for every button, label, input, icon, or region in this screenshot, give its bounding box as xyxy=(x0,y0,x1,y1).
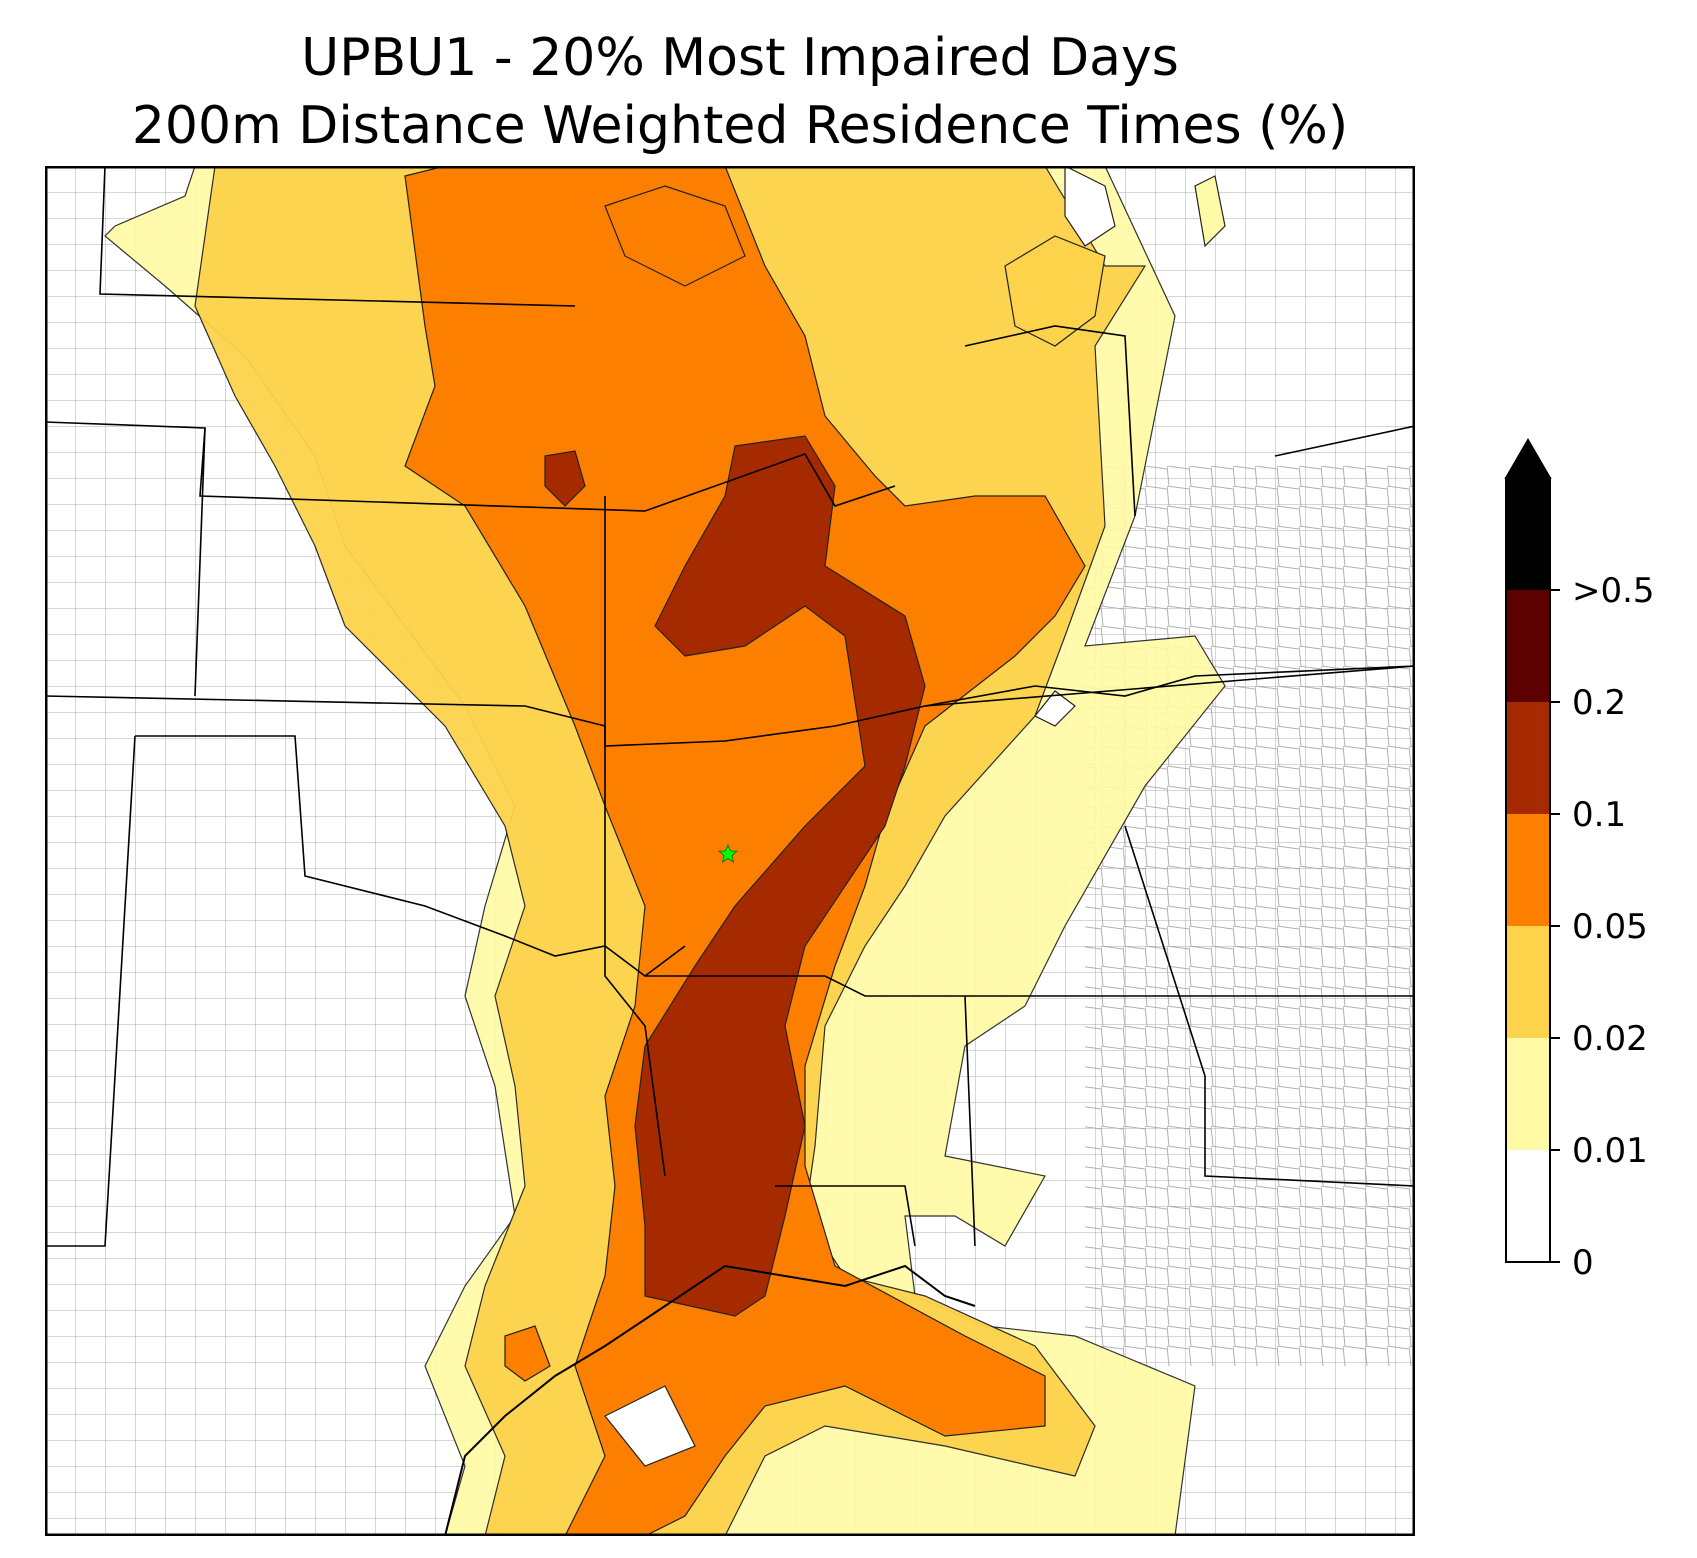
colorbar-segment xyxy=(1506,1038,1550,1150)
colorbar-tick-label: 0.05 xyxy=(1572,907,1648,947)
colorbar-tick-label: >0.5 xyxy=(1572,571,1655,611)
colorbar-segment xyxy=(1506,702,1550,814)
colorbar: 0 0.01 0.02 0.05 0.1 0.2 >0.5 xyxy=(1504,438,1655,1283)
map-frame-border xyxy=(45,166,1415,1536)
coastline xyxy=(444,1264,976,1536)
contour-0.05-patch-north xyxy=(604,185,746,287)
colorbar-border xyxy=(1505,477,1551,1263)
contour-0.01-patch xyxy=(1194,175,1226,248)
colorbar-tick-label: 0.2 xyxy=(1572,683,1626,723)
county-borders-east xyxy=(1085,466,1415,1366)
colorbar-tick-label: 0.02 xyxy=(1572,1019,1648,1059)
colorbar-tick-label: 0.01 xyxy=(1572,1131,1648,1171)
state-borders xyxy=(45,166,1415,1247)
colorbar-segment xyxy=(1506,478,1550,590)
colorbar-segment xyxy=(1506,814,1550,926)
colorbar-segment xyxy=(1506,590,1550,702)
contour-0.05-patch-sw xyxy=(504,1325,551,1382)
contour-0.1 xyxy=(634,435,926,1317)
contour-hole-ne xyxy=(1064,166,1116,247)
chart-title-line1: UPBU1 - 20% Most Impaired Days xyxy=(301,28,1179,88)
colorbar-tick-label: 0.1 xyxy=(1572,795,1626,835)
colorbar-extend-arrow xyxy=(1504,438,1552,479)
chart-title-line2: 200m Distance Weighted Residence Times (… xyxy=(131,96,1349,156)
colorbar-tick-label: 0 xyxy=(1572,1243,1594,1283)
contour-0.1-patch xyxy=(544,450,586,507)
contour-hole-south xyxy=(604,1385,696,1467)
colorbar-segment xyxy=(1506,1150,1550,1262)
contour-0.02-patch xyxy=(1004,235,1106,347)
star-icon xyxy=(717,843,739,863)
contour-hole-east xyxy=(1034,690,1076,727)
colorbar-segment xyxy=(1506,926,1550,1038)
map-panel xyxy=(45,166,1415,1536)
